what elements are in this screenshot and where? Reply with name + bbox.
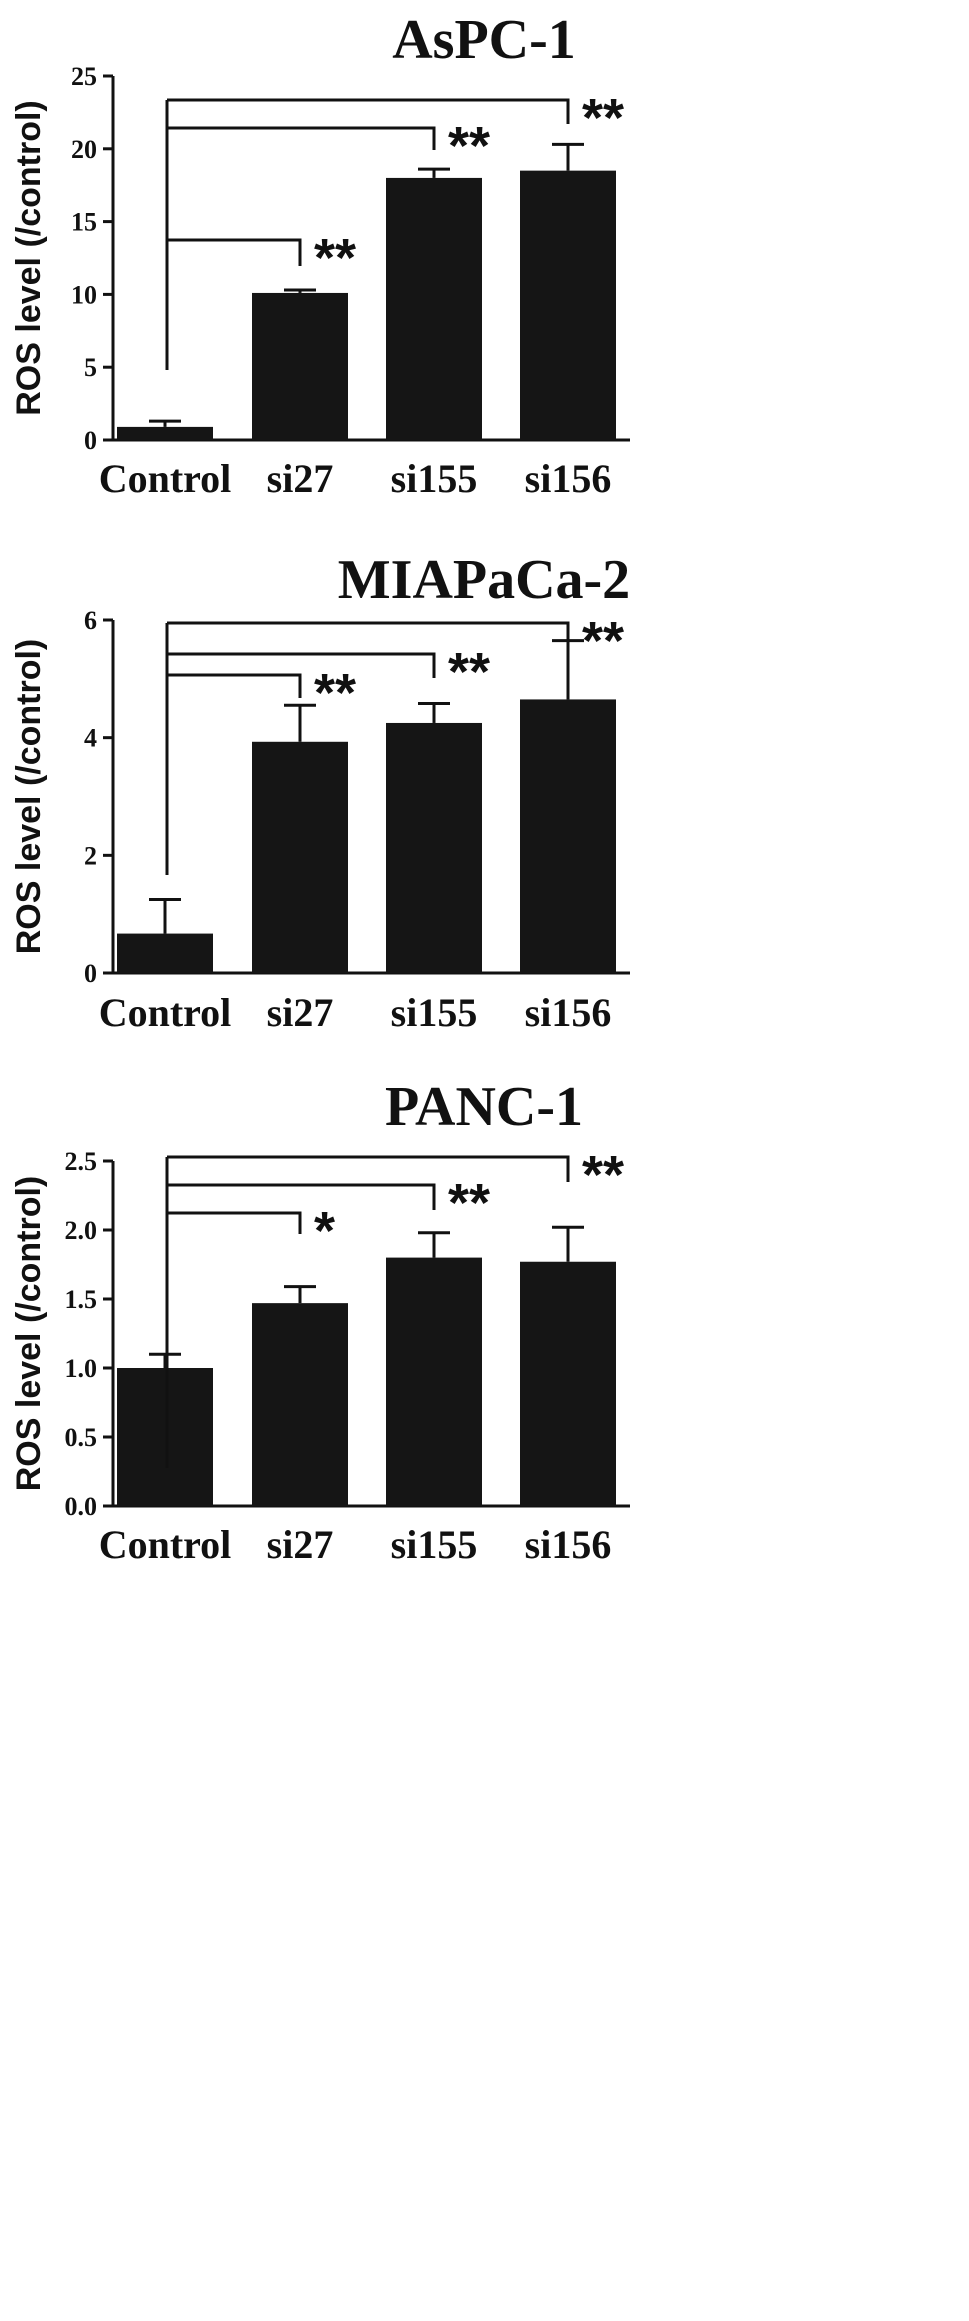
bar-si155 <box>386 722 482 973</box>
y-tick-label: 20 <box>71 135 97 164</box>
y-tick-label: 0.0 <box>65 1492 98 1521</box>
chart-panel-aspc1: AsPC-1 ROS level (/control) 0 5 10 15 20 25 Cont… <box>0 0 969 530</box>
significance-bracket <box>167 673 302 698</box>
bar-si156 <box>520 699 616 973</box>
bar-si27 <box>252 292 348 440</box>
y-tick-label: 15 <box>71 208 97 237</box>
y-tick-label: 2.0 <box>65 1216 98 1245</box>
chart-panel-panc1: PANC-1 ROS level (/control) 0.0 0.5 1.0 1.5 2.… <box>0 1070 969 2321</box>
bar-control <box>117 426 213 440</box>
chart-svg-panc1: PANC-1 ROS level (/control) 0.0 0.5 1.0 1.5 2.… <box>10 1076 630 1567</box>
x-tick-label: si27 <box>267 456 334 501</box>
significance-bracket <box>167 621 570 646</box>
significance-bracket <box>167 652 436 678</box>
x-tick-label: si156 <box>525 1522 612 1567</box>
x-tick-label: si155 <box>391 456 478 501</box>
x-tick-label: si27 <box>267 990 334 1035</box>
chart-panel-miapaca2: MIAPaCa-2 ROS level (/control) 0 2 4 6 Control… <box>0 530 969 1070</box>
significance-bracket <box>167 238 302 266</box>
y-tick-label: 1.0 <box>65 1354 98 1383</box>
y-tick-label: 4 <box>84 724 97 753</box>
significance-label: ** <box>582 88 624 148</box>
bar-si27 <box>252 1303 348 1506</box>
y-tick-label: 1.5 <box>65 1285 98 1314</box>
y-tick-label: 6 <box>84 606 97 635</box>
significance-label: ** <box>314 663 356 723</box>
x-tick-label: si156 <box>525 456 612 501</box>
significance-label: ** <box>448 642 490 702</box>
chart-svg-miapaca2: MIAPaCa-2 ROS level (/control) 0 2 4 6 Control… <box>10 549 630 1035</box>
y-axis-label: ROS level (/control) <box>10 100 48 416</box>
bar-si155 <box>386 1257 482 1506</box>
chart-title: AsPC-1 <box>392 9 576 71</box>
y-tick-label: 10 <box>71 280 97 309</box>
y-tick-label: 5 <box>84 353 97 382</box>
significance-label: ** <box>448 1173 490 1233</box>
bar-si155 <box>386 177 482 441</box>
significance-label: ** <box>582 611 624 671</box>
y-tick-label: 25 <box>71 62 97 91</box>
chart-title: MIAPaCa-2 <box>338 549 630 611</box>
y-tick-label: 0 <box>84 959 97 988</box>
chart-svg-aspc1: AsPC-1 ROS level (/control) 0 5 10 15 20 25 Cont… <box>10 9 630 501</box>
bar-si156 <box>520 170 616 440</box>
x-tick-label: si155 <box>391 990 478 1035</box>
bar-control <box>117 933 213 973</box>
y-tick-label: 2 <box>84 841 97 870</box>
significance-bracket <box>167 98 570 124</box>
bar-si156 <box>520 1261 616 1506</box>
x-tick-label: si156 <box>525 990 612 1035</box>
x-tick-label: Control <box>99 990 232 1035</box>
x-tick-label: Control <box>99 1522 232 1567</box>
y-axis-label: ROS level (/control) <box>10 639 48 955</box>
significance-bracket <box>167 1211 302 1234</box>
x-tick-label: Control <box>99 456 232 501</box>
bar-si27 <box>252 741 348 973</box>
y-tick-label: 0 <box>84 426 97 455</box>
x-tick-label: si155 <box>391 1522 478 1567</box>
significance-bracket <box>167 1155 570 1182</box>
significance-bracket <box>167 126 436 150</box>
y-tick-label: 2.5 <box>65 1147 98 1176</box>
y-tick-label: 0.5 <box>65 1423 98 1452</box>
bar-control <box>117 1368 213 1506</box>
significance-label: ** <box>314 228 356 288</box>
significance-label: ** <box>448 116 490 176</box>
significance-label: * <box>314 1201 335 1261</box>
y-axis-label: ROS level (/control) <box>10 1176 48 1492</box>
significance-bracket <box>167 1183 436 1210</box>
significance-label: ** <box>582 1145 624 1205</box>
x-tick-label: si27 <box>267 1522 334 1567</box>
chart-title: PANC-1 <box>385 1076 583 1138</box>
